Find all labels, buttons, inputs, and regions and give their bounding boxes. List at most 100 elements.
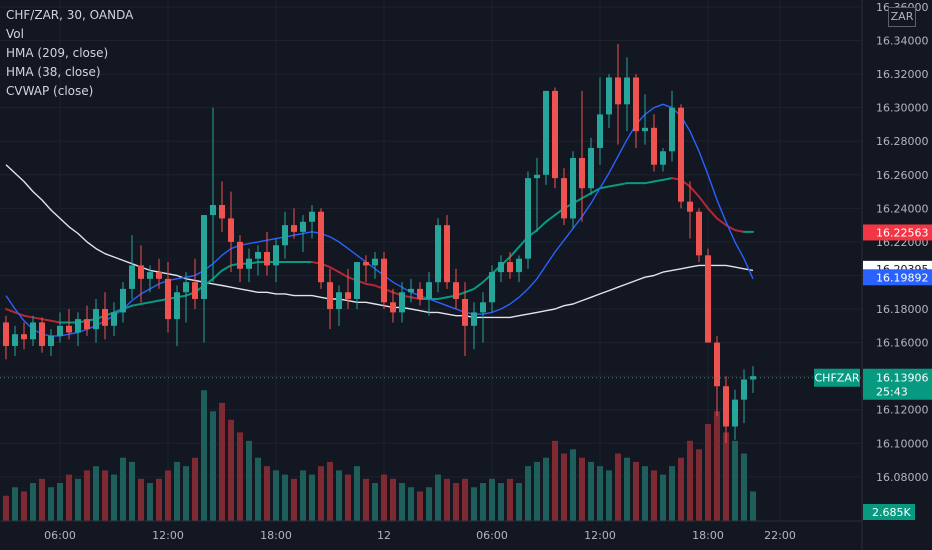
candle-body xyxy=(318,211,324,283)
cvwap-segment xyxy=(617,182,628,186)
volume-bar xyxy=(318,466,324,521)
candle-body xyxy=(507,262,513,273)
candle-body xyxy=(498,262,504,273)
cvwap-segment xyxy=(716,217,727,227)
volume-bar xyxy=(336,470,342,521)
candles xyxy=(3,43,756,444)
cvwap-segment xyxy=(545,214,556,223)
volume-bar xyxy=(183,466,189,521)
candle-body xyxy=(543,90,549,175)
candle-body xyxy=(570,158,576,219)
cvwap-segment xyxy=(41,318,52,322)
candle-body xyxy=(750,376,756,380)
countdown-text: 25:43 xyxy=(876,386,908,399)
price-tick-label: 16.12000 xyxy=(876,404,929,417)
cvwap-segment xyxy=(536,220,547,232)
time-tick-label: 06:00 xyxy=(476,529,508,542)
legend-symbol[interactable]: CHF/ZAR, 30, OANDA xyxy=(6,8,134,22)
candle-body xyxy=(696,211,702,256)
candle-body xyxy=(462,298,468,326)
candle-body xyxy=(57,325,63,336)
candle-body xyxy=(624,77,630,105)
candle-body xyxy=(741,379,747,400)
volume-bar xyxy=(399,483,405,521)
candle-body xyxy=(687,201,693,212)
candle-body xyxy=(300,221,306,232)
legend-item-hma-209[interactable]: HMA (209, close) xyxy=(6,46,109,60)
time-tick-label: 06:00 xyxy=(44,529,76,542)
volume-bar xyxy=(606,470,612,521)
candle-body xyxy=(3,322,9,346)
price-tick-label: 16.26000 xyxy=(876,169,929,182)
candle-body xyxy=(39,322,45,346)
volume-bar xyxy=(237,432,243,521)
volume-bar xyxy=(705,423,711,521)
candle-body xyxy=(633,77,639,132)
time-tick-label: 18:00 xyxy=(692,529,724,542)
candle-body xyxy=(93,309,99,330)
volume-bar xyxy=(57,483,63,521)
candle-body xyxy=(390,302,396,313)
volume-bar xyxy=(210,411,216,521)
cvwap-segment xyxy=(473,281,484,290)
time-tick-label: 12:00 xyxy=(584,529,616,542)
cvwap-segment xyxy=(365,282,376,287)
volume-bar xyxy=(597,466,603,521)
symbol-tag-text: CHFZAR xyxy=(815,372,860,385)
volume-bar xyxy=(39,478,45,521)
candle-body xyxy=(201,215,207,299)
volume-bar xyxy=(669,466,675,521)
candle-body xyxy=(30,322,36,340)
cvwap-segment xyxy=(140,301,151,305)
volume-bar xyxy=(165,470,171,521)
volume-bar xyxy=(138,478,144,521)
volume-bar xyxy=(66,474,72,521)
cvwap-segment xyxy=(590,187,601,195)
volume-bar xyxy=(228,419,234,521)
volume-bar xyxy=(327,461,333,521)
cvwap-segment xyxy=(329,266,340,274)
candle-body xyxy=(489,272,495,303)
volume-bar xyxy=(291,478,297,521)
candle-body xyxy=(444,225,450,283)
candle-body xyxy=(669,107,675,152)
candle-body xyxy=(426,282,432,299)
candle-body xyxy=(21,334,27,340)
currency-button[interactable]: ZAR xyxy=(888,7,916,27)
cvwap-segment xyxy=(689,185,700,198)
volume-bar xyxy=(534,461,540,521)
candle-body xyxy=(75,319,81,333)
volume-bar xyxy=(561,453,567,521)
volume-bar xyxy=(156,478,162,521)
cvwap-segment xyxy=(599,185,610,190)
volume-bar xyxy=(354,466,360,521)
volume-bar xyxy=(732,440,738,521)
legend-item-vol[interactable]: Vol xyxy=(6,27,24,41)
price-tag-text: 16.19892 xyxy=(876,271,929,284)
volume-bar xyxy=(426,487,432,521)
cvwap-segment xyxy=(698,195,709,210)
price-tick-label: 16.30000 xyxy=(876,102,929,115)
price-tick-label: 16.34000 xyxy=(876,35,929,48)
last-price-tag xyxy=(863,368,932,400)
candle-body xyxy=(66,325,72,333)
legend-item-cvwap[interactable]: CVWAP (close) xyxy=(6,84,94,98)
candle-body xyxy=(372,258,378,266)
candle-body xyxy=(417,288,423,299)
volume-bar xyxy=(525,466,531,521)
volume-bar xyxy=(48,487,54,521)
volume-bar xyxy=(633,461,639,521)
price-tag-red xyxy=(863,224,932,241)
volume-bar xyxy=(84,470,90,521)
legend-item-hma-38[interactable]: HMA (38, close) xyxy=(6,65,101,79)
price-tick-label: 16.16000 xyxy=(876,337,929,350)
volume-bar xyxy=(174,461,180,521)
volume-bar xyxy=(471,487,477,521)
candle-body xyxy=(120,288,126,313)
candle-body xyxy=(309,211,315,222)
volume-bar xyxy=(219,402,225,521)
candle-body xyxy=(84,319,90,330)
volume-bar xyxy=(660,474,666,521)
candle-body xyxy=(174,292,180,320)
